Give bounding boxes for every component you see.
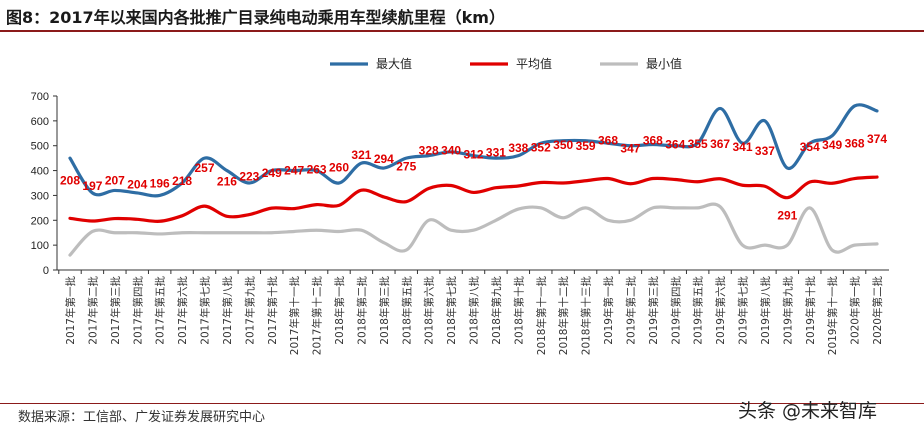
x-tick-label: 2017年第四批 [131,276,144,345]
data-label: 354 [800,140,820,154]
x-tick-label: 2017年第十一批 [288,276,301,356]
x-tick-label: 2017年第十二批 [311,276,324,356]
y-tick-label: 0 [43,265,49,277]
data-label: 312 [463,147,483,161]
data-label: 257 [194,161,214,175]
data-label: 328 [419,143,439,157]
y-tick-label: 400 [31,166,49,178]
x-tick-label: 2019年第十一批 [826,276,839,356]
x-tick-label: 2018年第六批 [423,276,436,345]
data-label: 374 [867,132,887,146]
legend-label: 平均值 [516,56,552,71]
x-tick-label: 2017年第八批 [221,276,234,345]
data-label: 196 [150,176,170,190]
data-label: 340 [441,143,461,157]
x-tick-label: 2019年第四批 [669,276,682,345]
source-divider [0,403,924,404]
data-label: 216 [217,174,237,188]
x-tick-label: 2019年第二批 [624,276,637,345]
data-label: 294 [374,152,394,166]
x-tick-label: 2018年第十二批 [557,276,570,356]
data-label: 352 [531,141,551,155]
x-tick-label: 2019年第七批 [737,276,750,345]
data-label: 367 [710,137,730,151]
data-label: 337 [755,144,775,158]
title-divider [0,30,924,32]
data-label: 223 [239,170,259,184]
data-label: 263 [307,163,327,177]
series-line-1 [68,175,879,223]
x-tick-label: 2018年第二批 [355,276,368,345]
x-tick-label: 2018年第三批 [378,276,391,345]
x-tick-label: 2018年第八批 [468,276,481,345]
x-tick-label: 2017年第三批 [109,276,122,345]
x-tick-label: 2018年第五批 [400,276,413,345]
x-tick-label: 2019年第九批 [781,276,794,345]
data-label: 218 [172,174,192,188]
x-tick-label: 2020年第一批 [849,276,862,345]
data-label: 368 [643,134,663,148]
x-tick-label: 2019年第六批 [714,276,727,345]
x-tick-label: 2018年第十三批 [580,276,593,356]
y-tick-label: 600 [31,116,49,128]
data-label: 208 [60,173,80,187]
x-tick-label: 2020年第二批 [871,276,884,345]
x-tick-label: 2017年第五批 [154,276,167,345]
x-tick-label: 2018年第一批 [333,276,346,345]
data-label: 247 [284,164,304,178]
x-tick-label: 2018年第九批 [490,276,503,345]
data-label: 204 [127,177,147,191]
y-tick-label: 100 [31,240,49,252]
x-tick-label: 2017年第十批 [266,276,279,345]
x-tick-label: 2019年第一批 [602,276,615,345]
x-tick-label: 2017年第六批 [176,276,189,345]
data-label: 341 [732,140,752,154]
x-tick-label: 2018年第十批 [512,276,525,345]
data-label: 350 [553,138,573,152]
x-tick-label: 2017年第七批 [199,276,212,345]
x-tick-label: 2019年第八批 [759,276,772,345]
data-label: 368 [845,137,865,151]
data-label: 347 [620,142,640,156]
chart-title: 图8：2017年以来国内各批推广目录纯电动乘用车型续航里程（km） [6,8,505,27]
data-label: 368 [598,134,618,148]
source-note: 数据来源：工信部、广发证券发展研究中心 [18,410,266,425]
legend-label: 最大值 [376,56,412,71]
y-tick-label: 300 [31,190,49,202]
data-label: 207 [105,174,125,188]
data-label: 321 [351,148,371,162]
data-label: 355 [688,137,708,151]
x-tick-label: 2017年第九批 [243,276,256,345]
x-tick-label: 2018年第十一批 [535,276,548,356]
data-label: 291 [777,209,797,223]
data-label: 349 [822,138,842,152]
x-tick-label: 2017年第一批 [64,276,77,345]
data-label: 249 [262,166,282,180]
x-tick-label: 2017年第二批 [86,276,99,345]
data-label: 364 [665,138,685,152]
data-label: 260 [329,160,349,174]
y-tick-label: 200 [31,215,49,227]
data-label: 359 [576,139,596,153]
series-line-0 [68,103,879,198]
data-label: 275 [396,160,416,174]
x-tick-label: 2019年第十批 [804,276,817,345]
legend-label: 最小值 [646,56,682,71]
y-tick-label: 500 [31,141,49,153]
data-label: 331 [486,146,506,160]
series-line-2 [68,202,879,257]
y-tick-label: 700 [31,91,49,103]
x-tick-label: 2019年第五批 [692,276,705,345]
x-tick-label: 2018年第七批 [445,276,458,345]
data-label: 338 [508,141,528,155]
x-tick-label: 2019年第三批 [647,276,660,345]
data-label: 197 [82,179,102,193]
watermark: 头条 @未来智库 [738,400,878,422]
